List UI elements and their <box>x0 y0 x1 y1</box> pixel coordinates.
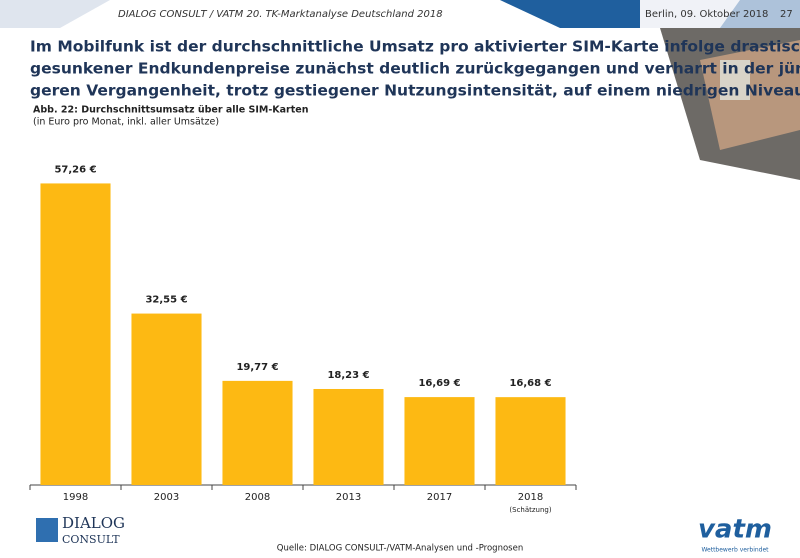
chart-title: Abb. 22: Durchschnittsumsatz über alle S… <box>33 105 309 116</box>
x-note: (Schätzung) <box>509 506 551 514</box>
logo-vatm: vatm <box>698 515 772 545</box>
logo-text: DIALOG <box>62 514 125 532</box>
x-tick-label: 2013 <box>336 492 361 503</box>
bar <box>40 183 111 485</box>
x-tick-label: 2017 <box>427 492 452 503</box>
x-tick-label: 2018 <box>518 492 543 503</box>
x-tick-label: 1998 <box>63 492 88 503</box>
value-label: 16,69 € <box>418 378 460 389</box>
bar <box>495 397 566 485</box>
header-text: DIALOG CONSULT / VATM 20. TK-Marktanalys… <box>118 9 443 20</box>
value-label: 57,26 € <box>54 164 96 175</box>
header-date: Berlin, 09. Oktober 2018 <box>645 9 768 20</box>
chart-subtitle: (in Euro pro Monat, inkl. aller Umsätze) <box>33 117 219 128</box>
title-line: gesunkener Endkundenpreise zunächst deut… <box>30 60 800 78</box>
page-number: 27 <box>780 9 793 20</box>
value-label: 32,55 € <box>145 295 187 306</box>
header-shape <box>500 0 640 28</box>
logo-tagline: Wettbewerb verbindet <box>701 547 769 554</box>
value-label: 16,68 € <box>509 378 551 389</box>
title-line: Im Mobilfunk ist der durchschnittliche U… <box>30 38 800 56</box>
source: Quelle: DIALOG CONSULT-/VATM-Analysen un… <box>277 544 523 554</box>
x-tick-label: 2003 <box>154 492 179 503</box>
logo-mark <box>36 518 58 542</box>
value-label: 19,77 € <box>236 362 278 373</box>
header-shape <box>0 0 110 28</box>
bar <box>404 397 475 485</box>
photo-card <box>720 60 750 100</box>
x-tick-label: 2008 <box>245 492 270 503</box>
value-label: 18,23 € <box>327 370 369 381</box>
header-shape <box>640 0 800 28</box>
bar <box>131 313 202 485</box>
bar <box>222 380 293 485</box>
bar <box>313 388 384 485</box>
logo-text: CONSULT <box>62 533 120 546</box>
title-line: geren Vergangenheit, trotz gestiegener N… <box>30 82 800 100</box>
